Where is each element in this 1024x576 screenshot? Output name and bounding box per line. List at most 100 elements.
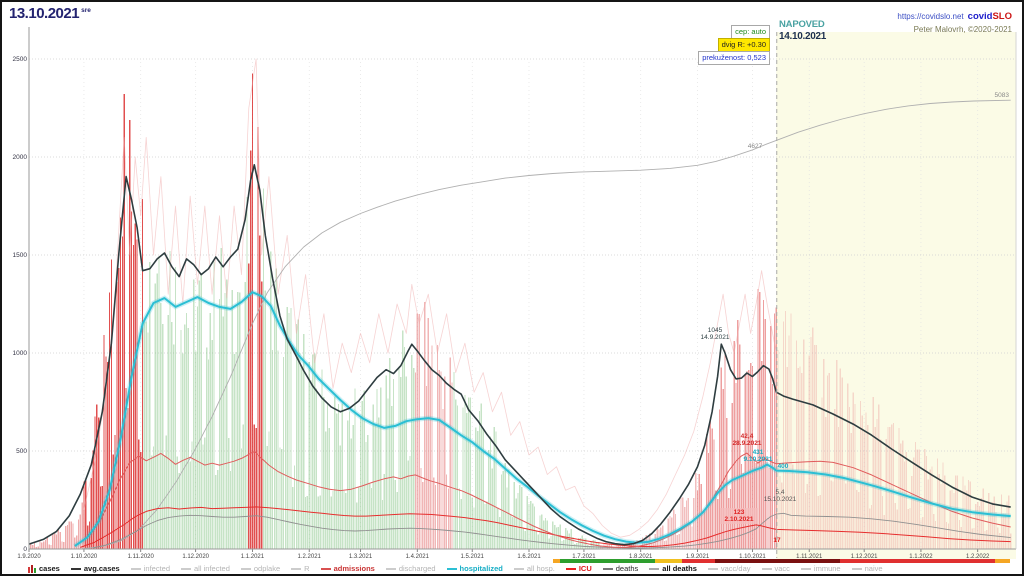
site-header: https://covidslo.net covidSLO Peter Malov… bbox=[897, 5, 1012, 35]
deaths-now-label: 5,4 15.10.2021 bbox=[764, 489, 797, 503]
legend-label: ICU bbox=[578, 564, 592, 573]
report-date-value: 13.10.2021 bbox=[9, 5, 80, 22]
forecast-label: NAPOVED 14.10.2021 bbox=[779, 19, 827, 42]
hospitalized-peak-label: 431 9.10.2021 bbox=[744, 449, 773, 463]
x-tick-label: 1.10.2021 bbox=[739, 554, 766, 560]
legend-swatch bbox=[130, 567, 141, 570]
forecast-title: NAPOVED bbox=[779, 19, 825, 30]
all-deaths-now-label: 4627 bbox=[748, 143, 763, 150]
legend-label: all infected bbox=[194, 564, 230, 573]
legend-swatch bbox=[181, 567, 192, 570]
legend-item-admissions[interactable]: admissions bbox=[320, 564, 375, 573]
legend-swatch bbox=[240, 567, 251, 570]
x-tick-label: 1.9.2020 bbox=[17, 554, 41, 560]
x-tick-label: 1.11.2021 bbox=[796, 554, 823, 560]
icu-now-label: 17 bbox=[773, 537, 781, 544]
x-tick-label: 1.1.2021 bbox=[241, 554, 265, 560]
legend-item-odplake[interactable]: odplake bbox=[240, 564, 280, 573]
cases-bars-icon bbox=[28, 565, 36, 573]
legend-swatch bbox=[649, 567, 660, 570]
raw-cases-line bbox=[83, 58, 777, 538]
x-tick-label: 1.2.2021 bbox=[298, 554, 322, 560]
x-tick-label: 1.1.2022 bbox=[909, 554, 933, 560]
legend-label: naive bbox=[864, 564, 883, 573]
y-tick-label: 1000 bbox=[13, 350, 28, 357]
forecast-date: 14.10.2021 bbox=[779, 30, 827, 42]
legend-item-discharged[interactable]: discharged bbox=[385, 564, 436, 573]
x-tick-label: 1.12.2021 bbox=[851, 554, 878, 560]
legend-swatch bbox=[851, 567, 862, 570]
y-tick-label: 1500 bbox=[13, 252, 28, 259]
y-tick-label: 0 bbox=[23, 546, 27, 553]
y-tick-label: 2500 bbox=[13, 56, 28, 63]
dvig-r-param-chip[interactable]: dvig R: +0.30 bbox=[717, 38, 770, 52]
report-weekday: sre bbox=[81, 7, 91, 14]
legend-item-cases[interactable]: cases bbox=[28, 564, 60, 573]
brand-covid: covid bbox=[967, 11, 993, 22]
legend-label: all hosp. bbox=[526, 564, 555, 573]
legend-item-all-infected[interactable]: all infected bbox=[181, 564, 230, 573]
legend-label: R bbox=[304, 564, 310, 573]
legend: cases avg.cases infected all infected odplak… bbox=[28, 564, 883, 573]
legend-label: deaths bbox=[615, 564, 639, 573]
hospitalized-now-label: 400 bbox=[778, 463, 789, 470]
legend-swatch bbox=[761, 567, 772, 570]
legend-item-all-hosp-[interactable]: all hosp. bbox=[513, 564, 555, 573]
x-tick-label: 1.8.2021 bbox=[629, 554, 653, 560]
icu-peak-highlight bbox=[720, 508, 758, 524]
legend-swatch bbox=[446, 567, 457, 570]
x-tick-label: 1.4.2021 bbox=[406, 554, 430, 560]
phase-strip bbox=[553, 559, 1010, 563]
icu-line bbox=[80, 506, 1011, 548]
legend-item-r[interactable]: R bbox=[291, 564, 310, 573]
legend-swatch bbox=[320, 567, 331, 570]
icu-peak-label: 123 2.10.2021 bbox=[725, 509, 754, 523]
forecast-region bbox=[776, 32, 1016, 559]
report-date: 13.10.2021 sre bbox=[9, 5, 91, 22]
legend-item-vacc-day[interactable]: vacc/day bbox=[707, 564, 751, 573]
x-tick-label: 1.6.2021 bbox=[517, 554, 541, 560]
brand-slo: SLO bbox=[992, 11, 1012, 22]
legend-label: vacc bbox=[774, 564, 790, 573]
author-credit: Peter Malovrh, ©2020-2021 bbox=[913, 25, 1012, 34]
x-tick-label: 1.3.2021 bbox=[349, 554, 373, 560]
all-deaths-end-label: 5083 bbox=[995, 92, 1010, 99]
site-url-link[interactable]: https://covidslo.net bbox=[897, 12, 964, 21]
legend-swatch bbox=[291, 567, 302, 570]
legend-swatch bbox=[800, 567, 811, 570]
x-tick-label: 1.11.2020 bbox=[128, 554, 155, 560]
x-tick-label: 1.9.2021 bbox=[686, 554, 710, 560]
legend-item-naive[interactable]: naive bbox=[851, 564, 883, 573]
legend-label: admissions bbox=[333, 564, 375, 573]
prekuzenost-param-chip[interactable]: prekuženost: 0,523 bbox=[698, 51, 770, 65]
legend-item-deaths[interactable]: deaths bbox=[602, 564, 639, 573]
deaths-line bbox=[93, 512, 1011, 549]
legend-item-infected[interactable]: infected bbox=[130, 564, 171, 573]
legend-swatch bbox=[70, 567, 81, 570]
legend-label: infected bbox=[143, 564, 171, 573]
x-tick-label: 1.7.2021 bbox=[572, 554, 596, 560]
legend-item-all-deaths[interactable]: all deaths bbox=[649, 564, 697, 573]
legend-item-immune[interactable]: immune bbox=[800, 564, 841, 573]
y-tick-label: 500 bbox=[16, 448, 27, 455]
legend-label: hospitalized bbox=[459, 564, 503, 573]
admissions-line bbox=[74, 450, 1011, 548]
legend-item-avg-cases[interactable]: avg.cases bbox=[70, 564, 120, 573]
legend-label: avg.cases bbox=[83, 564, 120, 573]
legend-item-vacc[interactable]: vacc bbox=[761, 564, 790, 573]
legend-swatch bbox=[602, 567, 613, 570]
x-tick-label: 1.2.2022 bbox=[966, 554, 990, 560]
legend-item-hospitalized[interactable]: hospitalized bbox=[446, 564, 503, 573]
cep-param-chip[interactable]: cep: auto bbox=[731, 25, 770, 39]
legend-swatch bbox=[513, 567, 524, 570]
legend-label: all deaths bbox=[662, 564, 697, 573]
x-tick-label: 1.12.2020 bbox=[182, 554, 209, 560]
all-deaths-line bbox=[83, 99, 1011, 550]
legend-label: vacc/day bbox=[720, 564, 751, 573]
legend-swatch bbox=[707, 567, 718, 570]
legend-item-icu[interactable]: ICU bbox=[565, 564, 592, 573]
peak-cases-label: 1045 14.9.2021 bbox=[701, 327, 730, 341]
legend-swatch bbox=[565, 567, 576, 570]
